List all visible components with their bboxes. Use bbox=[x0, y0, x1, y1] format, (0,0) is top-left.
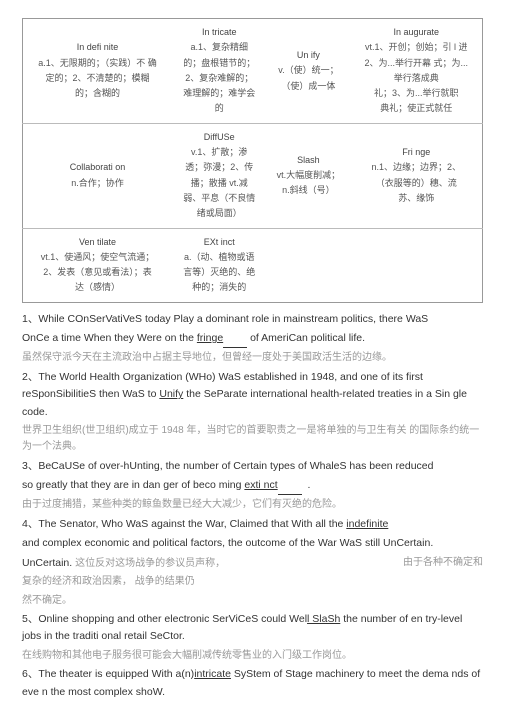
vocab-cell: Fri ngen.1、边缘；边界；2、（衣服等的）穗、流苏、缘饰 bbox=[351, 123, 483, 228]
vocab-def: vt.1、开创；创始；引 l 进2、为...举行开幕 式；为...举行落成典礼；… bbox=[355, 40, 478, 116]
vocab-term: In augurate bbox=[355, 25, 478, 40]
vocab-def: n.合作；协作 bbox=[27, 176, 168, 191]
vocab-def: a.1、无限期的；（实践）不 确定的；2、不清楚的；模糊的；含糊的 bbox=[27, 56, 168, 102]
vocab-term: Fri nge bbox=[355, 145, 478, 160]
vocab-def: a.（动、植物或语言等）灭绝的、绝种的；消失的 bbox=[176, 250, 262, 296]
vocab-term: Collaborati on bbox=[27, 160, 168, 175]
vocab-cell: In auguratevt.1、开创；创始；引 l 进2、为...举行开幕 式；… bbox=[351, 19, 483, 124]
vocab-cell bbox=[266, 228, 350, 302]
vocab-cell: EXt incta.（动、植物或语言等）灭绝的、绝种的；消失的 bbox=[172, 228, 266, 302]
vocab-term: DiffUSe bbox=[176, 130, 262, 145]
vocab-term: In defi nite bbox=[27, 40, 168, 55]
vocab-cell: Collaborati onn.合作；协作 bbox=[23, 123, 173, 228]
vocab-def: v.1、扩散；渗透；弥漫；2、传播；散播 vt.减弱、平息（不良情绪或局面） bbox=[176, 145, 262, 221]
vocab-cell: In defi nitea.1、无限期的；（实践）不 确定的；2、不清楚的；模糊… bbox=[23, 19, 173, 124]
sentences-section: 1、While COnSerVatiVeS today Play a domin… bbox=[22, 311, 483, 701]
vocab-term: Ven tilate bbox=[27, 235, 168, 250]
vocab-cell bbox=[351, 228, 483, 302]
vocab-def: v.（使）统一；（使）成一体 bbox=[270, 63, 346, 94]
vocab-cell: Un ifyv.（使）统一；（使）成一体 bbox=[266, 19, 350, 124]
vocab-def: a.1、复杂精细的；盘根错节的；2、复杂难解的；难理解的；难学会的 bbox=[176, 40, 262, 116]
vocab-def: n.1、边缘；边界；2、（衣服等的）穗、流苏、缘饰 bbox=[355, 160, 478, 206]
vocab-cell: Slashvt.大幅度削减；n.斜线（号） bbox=[266, 123, 350, 228]
vocab-cell: In tricatea.1、复杂精细的；盘根错节的；2、复杂难解的；难理解的；难… bbox=[172, 19, 266, 124]
vocab-term: In tricate bbox=[176, 25, 262, 40]
vocabulary-table: In defi nitea.1、无限期的；（实践）不 确定的；2、不清楚的；模糊… bbox=[22, 18, 483, 303]
vocab-term: Un ify bbox=[270, 48, 346, 63]
vocab-cell: Ven tilatevt.1、使通风；使空气流通；2、发表（意见或看法）；表达（… bbox=[23, 228, 173, 302]
vocab-def: vt.大幅度削减；n.斜线（号） bbox=[270, 168, 346, 199]
vocab-def: vt.1、使通风；使空气流通；2、发表（意见或看法）；表达（感情） bbox=[27, 250, 168, 296]
vocab-term: Slash bbox=[270, 153, 346, 168]
vocab-term: EXt inct bbox=[176, 235, 262, 250]
vocab-cell: DiffUSev.1、扩散；渗透；弥漫；2、传播；散播 vt.减弱、平息（不良情… bbox=[172, 123, 266, 228]
